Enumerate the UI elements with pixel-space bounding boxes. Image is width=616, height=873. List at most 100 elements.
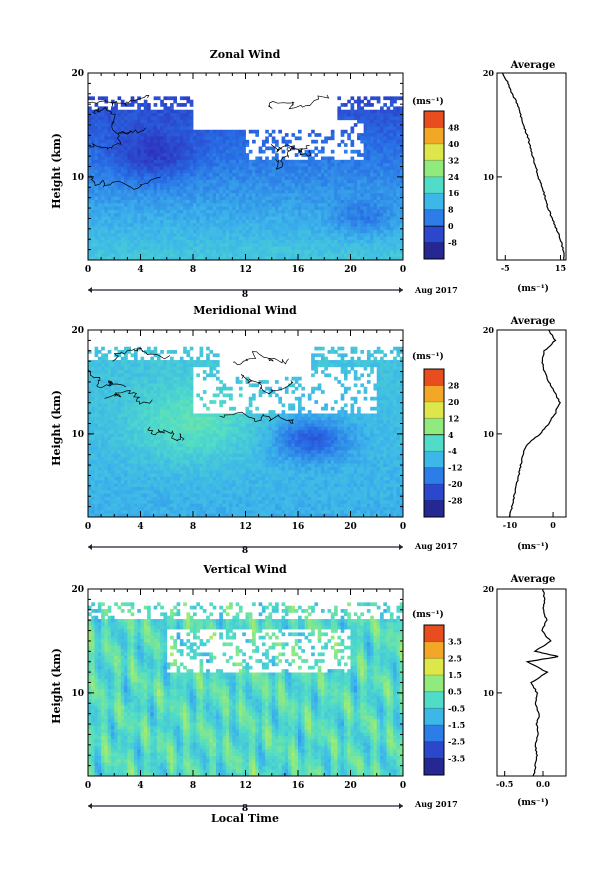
- heatmap-cell: [258, 169, 263, 174]
- heatmap-cell: [222, 166, 227, 171]
- heatmap-cell: [396, 183, 401, 187]
- heatmap-cell: [179, 249, 184, 254]
- heatmap-cell: [94, 410, 99, 414]
- heatmap-cell: [130, 126, 135, 131]
- heatmap-cell: [91, 119, 95, 124]
- heatmap-cell: [130, 410, 135, 414]
- heatmap-cell: [179, 113, 184, 117]
- heatmap-cell: [225, 219, 230, 224]
- heatmap-cell: [376, 149, 381, 154]
- heatmap-cell: [166, 163, 171, 167]
- heatmap-cell: [350, 223, 355, 228]
- heatmap-cell: [101, 209, 105, 214]
- heatmap-cell: [383, 109, 387, 114]
- heatmap-cell: [147, 149, 151, 154]
- heatmap-cell: [137, 139, 141, 144]
- heatmap-cell: [396, 149, 401, 154]
- heatmap-cell: [143, 186, 148, 191]
- heatmap-cell: [143, 113, 148, 117]
- heatmap-cell: [101, 126, 105, 131]
- heatmap-cell: [104, 430, 109, 434]
- heatmap-cell: [140, 136, 145, 141]
- heatmap-cell: [307, 249, 312, 254]
- heatmap-cell: [268, 163, 273, 167]
- heatmap-cell: [357, 239, 361, 244]
- heatmap-cell: [189, 163, 194, 167]
- heatmap-cell: [124, 453, 128, 458]
- heatmap-cell: [114, 119, 118, 124]
- heatmap-cell: [376, 199, 381, 204]
- heatmap-cell: [386, 159, 391, 164]
- heatmap-cell: [340, 246, 345, 251]
- heatmap-cell: [91, 139, 95, 144]
- heatmap-cell: [130, 99, 135, 104]
- heatmap-cell: [350, 203, 355, 207]
- heatmap-cell: [288, 233, 292, 238]
- heatmap-cell: [183, 203, 187, 207]
- heatmap-cell: [137, 480, 141, 485]
- heatmap-cell: [160, 179, 164, 184]
- heatmap-cell: [212, 133, 217, 137]
- heatmap-cell: [124, 360, 128, 364]
- heatmap-cell: [242, 206, 246, 211]
- heatmap-cell: [140, 243, 145, 248]
- heatmap-cell: [120, 213, 125, 217]
- heatmap-cell: [104, 410, 109, 414]
- heatmap-cell: [107, 233, 112, 238]
- heatmap-cell: [307, 176, 312, 181]
- heatmap-cell: [199, 139, 204, 144]
- heatmap-cell: [94, 176, 99, 181]
- heatmap-cell: [386, 143, 391, 147]
- heatmap-cell: [140, 430, 145, 434]
- heatmap-cell: [114, 420, 118, 424]
- heatmap-cell: [193, 159, 197, 164]
- heatmap-cell: [199, 246, 204, 251]
- heatmap-cell: [130, 113, 135, 117]
- heatmap-cell: [320, 169, 325, 174]
- heatmap-cell: [196, 203, 200, 207]
- heatmap-cell: [255, 199, 260, 204]
- heatmap-cell: [94, 206, 99, 211]
- heatmap-cell: [337, 226, 342, 231]
- heatmap-cell: [245, 233, 250, 238]
- heatmap-cell: [117, 350, 122, 354]
- heatmap-cell: [232, 213, 237, 217]
- heatmap-cell: [120, 500, 125, 505]
- heatmap-cell: [120, 420, 125, 424]
- heatmap-cell: [275, 199, 279, 204]
- heatmap-cell: [183, 246, 187, 251]
- heatmap-cell: [143, 136, 148, 141]
- heatmap-cell: [120, 350, 125, 354]
- heatmap-cell: [104, 513, 109, 517]
- heatmap-cell: [307, 203, 312, 207]
- heatmap-cell: [399, 243, 403, 248]
- heatmap-cell: [137, 396, 141, 401]
- heatmap-cell: [176, 156, 181, 161]
- heatmap-cell: [114, 440, 118, 444]
- heatmap-cell: [238, 143, 243, 147]
- heatmap-cell: [242, 133, 246, 137]
- heatmap-cell: [235, 243, 240, 248]
- heatmap-cell: [363, 213, 368, 217]
- heatmap-cell: [399, 146, 403, 151]
- heatmap-cell: [91, 393, 95, 398]
- heatmap-cell: [97, 440, 102, 444]
- heatmap-cell: [130, 149, 135, 154]
- heatmap-cell: [130, 430, 135, 434]
- heatmap-cell: [363, 229, 368, 234]
- heatmap-cell: [186, 193, 191, 197]
- heatmap-cell: [357, 189, 361, 194]
- heatmap-cell: [117, 153, 122, 157]
- heatmap-cell: [160, 119, 164, 124]
- heatmap-cell: [389, 193, 394, 197]
- heatmap-cell: [114, 246, 118, 251]
- heatmap-cell: [183, 213, 187, 217]
- heatmap-cell: [117, 426, 122, 431]
- heatmap-cell: [110, 206, 115, 211]
- heatmap-cell: [370, 123, 374, 127]
- heatmap-cell: [370, 156, 374, 161]
- heatmap-cell: [337, 249, 342, 254]
- heatmap-cell: [383, 176, 387, 181]
- x-tick-label: 4: [137, 265, 143, 275]
- heatmap-cell: [104, 236, 109, 241]
